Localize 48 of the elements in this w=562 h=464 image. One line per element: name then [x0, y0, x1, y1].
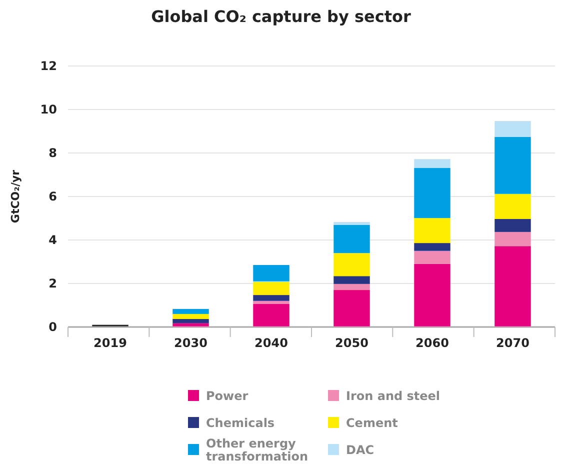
legend-label: Power — [206, 389, 248, 404]
y-tick-label: 2 — [48, 276, 57, 291]
bar — [334, 253, 370, 276]
bar — [414, 218, 450, 244]
bar — [253, 281, 290, 296]
bar — [253, 295, 290, 301]
legend-label: Other energy transformation — [206, 436, 308, 464]
bar — [334, 276, 370, 284]
bar — [334, 224, 370, 254]
bar — [414, 264, 450, 327]
bar — [253, 304, 290, 327]
y-axis-title: GtCO₂/yr — [9, 169, 22, 224]
bar — [414, 243, 450, 251]
bar — [494, 218, 531, 232]
x-tick-label: 2040 — [254, 336, 288, 350]
x-tick-label: 2060 — [416, 336, 449, 350]
legend-label: Cement — [346, 416, 398, 430]
bar — [172, 314, 209, 319]
bar — [334, 284, 370, 290]
bar — [494, 246, 531, 327]
bar — [172, 308, 209, 314]
x-tick-label: 2050 — [335, 336, 368, 350]
y-tick-label: 10 — [40, 102, 57, 117]
bar — [334, 290, 370, 327]
bar — [414, 159, 450, 168]
bar — [494, 136, 531, 194]
bar — [494, 194, 531, 219]
bar — [494, 121, 531, 137]
y-tick-label: 12 — [40, 59, 57, 74]
y-tick-label: 0 — [48, 320, 57, 334]
chart-title: Global CO₂ capture by sector — [151, 7, 411, 26]
bar — [172, 318, 209, 324]
bar — [334, 222, 370, 225]
legend-label: Iron and steel — [346, 389, 440, 404]
x-tick-label: 2070 — [496, 336, 530, 350]
x-tick-label: 2030 — [174, 336, 208, 350]
legend-label: Chemicals — [206, 416, 275, 430]
legend-label: DAC — [346, 443, 374, 458]
y-tick-label: 8 — [48, 146, 57, 160]
bar — [253, 265, 290, 282]
x-tick-label: 2019 — [94, 336, 127, 350]
bar — [253, 300, 290, 304]
bar — [414, 250, 450, 264]
bar — [494, 232, 531, 246]
bar — [172, 323, 209, 327]
y-tick-label: 4 — [48, 233, 57, 248]
y-tick-label: 6 — [48, 190, 57, 204]
bar — [414, 168, 450, 218]
